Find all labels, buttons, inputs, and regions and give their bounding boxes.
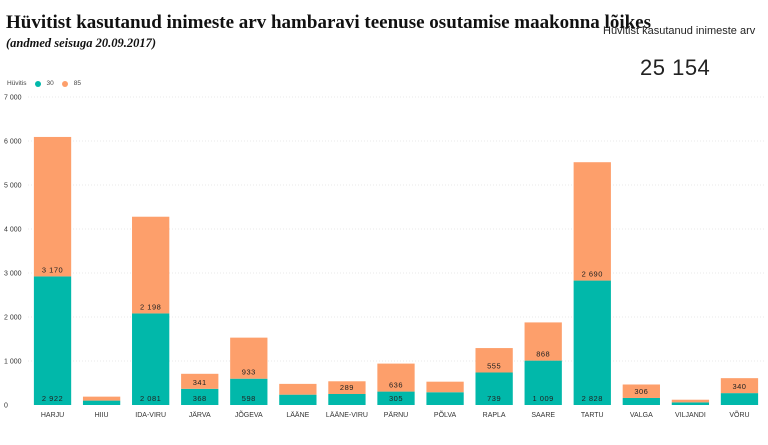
- bar-segment-85: [377, 363, 415, 392]
- x-tick-label: TARTU: [581, 412, 604, 419]
- bar-segment-85: [573, 162, 611, 281]
- bar-segment-85: [622, 384, 660, 398]
- bar-segment-30: [279, 394, 317, 405]
- legend-swatch-30: [34, 80, 41, 87]
- bar-segment-30: [377, 391, 415, 405]
- x-tick-label: PÄRNU: [384, 411, 409, 419]
- bar-segment-85: [181, 373, 219, 389]
- kpi-value: 25 154: [640, 55, 711, 80]
- data-label-85: 341: [193, 378, 207, 387]
- y-tick-label: 7 000: [4, 95, 22, 102]
- bar-segment-85: [720, 378, 759, 394]
- bar-segment-85: [230, 337, 268, 379]
- bar-segment-85: [328, 381, 366, 394]
- chart-subtitle: (andmed seisuga 20.09.2017): [6, 36, 156, 50]
- bar-segment-30: [524, 360, 562, 405]
- data-label-30: 368: [193, 394, 207, 403]
- x-tick-label: LÄÄNE: [286, 411, 309, 419]
- bar-segment-30: [230, 378, 268, 405]
- data-label-30: 305: [389, 394, 403, 403]
- bar-segment-30: [671, 402, 710, 405]
- x-tick-label: HARJU: [41, 412, 64, 419]
- data-label-85: 3 170: [42, 265, 63, 274]
- legend-label-85: 85: [73, 80, 81, 87]
- data-label-30: 739: [487, 394, 501, 403]
- data-label-85: 933: [242, 368, 256, 377]
- legend-swatch-85: [61, 80, 68, 87]
- data-label-85: 868: [536, 350, 550, 359]
- data-label-30: 1 009: [533, 394, 554, 403]
- bar-segment-85: [671, 399, 710, 403]
- bar-segment-85: [426, 381, 464, 393]
- kpi-label: Hüvitist kasutanud inimeste arv: [603, 25, 756, 37]
- data-label-85: 289: [340, 383, 354, 392]
- y-tick-label: 6 000: [4, 139, 22, 146]
- bar-segment-30: [132, 313, 170, 405]
- x-tick-label: PÕLVA: [434, 410, 457, 419]
- x-tick-label: VÕRU: [729, 410, 749, 419]
- legend: Hüvitis 30 85: [7, 80, 81, 87]
- legend-title: Hüvitis: [7, 80, 27, 87]
- data-label-30: 2 081: [140, 394, 161, 403]
- bar-segment-30: [33, 276, 72, 405]
- bar-segment-30: [328, 394, 366, 405]
- x-tick-label: HIIU: [95, 412, 109, 419]
- y-tick-label: 2 000: [4, 315, 22, 322]
- chart-title: Hüvitist kasutanud inimeste arv hambarav…: [6, 12, 652, 33]
- bar-segment-85: [279, 383, 317, 395]
- bar-segment-30: [573, 280, 611, 405]
- x-tick-label: LÄÄNE-VIRU: [326, 411, 368, 419]
- bar-segment-30: [181, 388, 219, 405]
- bar-segment-30: [475, 372, 513, 405]
- x-tick-label: RAPLA: [483, 412, 506, 419]
- data-label-30: 2 922: [42, 394, 63, 403]
- bar-segment-85: [524, 322, 562, 361]
- bar-segment-85: [33, 136, 72, 277]
- x-tick-label: VALGA: [630, 412, 653, 419]
- data-label-85: 2 690: [582, 270, 603, 279]
- bar-segment-85: [82, 396, 121, 401]
- x-tick-label: VILJANDI: [675, 412, 706, 419]
- data-label-85: 636: [389, 381, 403, 390]
- data-label-85: 340: [732, 382, 746, 391]
- bar-segment-85: [475, 348, 513, 373]
- x-tick-label: JÄRVA: [189, 411, 211, 419]
- y-tick-label: 3 000: [4, 271, 22, 278]
- y-tick-label: 5 000: [4, 183, 22, 190]
- data-label-85: 555: [487, 361, 501, 370]
- bar-segment-30: [82, 400, 121, 405]
- bar-segment-30: [720, 393, 759, 405]
- bar-segment-30: [622, 397, 660, 405]
- y-tick-label: 1 000: [4, 359, 22, 366]
- y-tick-label: 0: [4, 403, 8, 410]
- legend-label-30: 30: [46, 80, 54, 87]
- x-tick-label: IDA-VIRU: [135, 412, 166, 419]
- bar-segment-30: [426, 392, 464, 405]
- x-tick-label: JÕGEVA: [235, 410, 263, 419]
- data-label-30: 598: [242, 394, 256, 403]
- y-tick-label: 4 000: [4, 227, 22, 234]
- bar-segment-85: [132, 216, 170, 314]
- data-label-30: 2 828: [582, 394, 603, 403]
- data-label-85: 306: [634, 387, 648, 396]
- data-label-85: 2 198: [140, 302, 161, 311]
- x-tick-label: SAARE: [531, 412, 555, 419]
